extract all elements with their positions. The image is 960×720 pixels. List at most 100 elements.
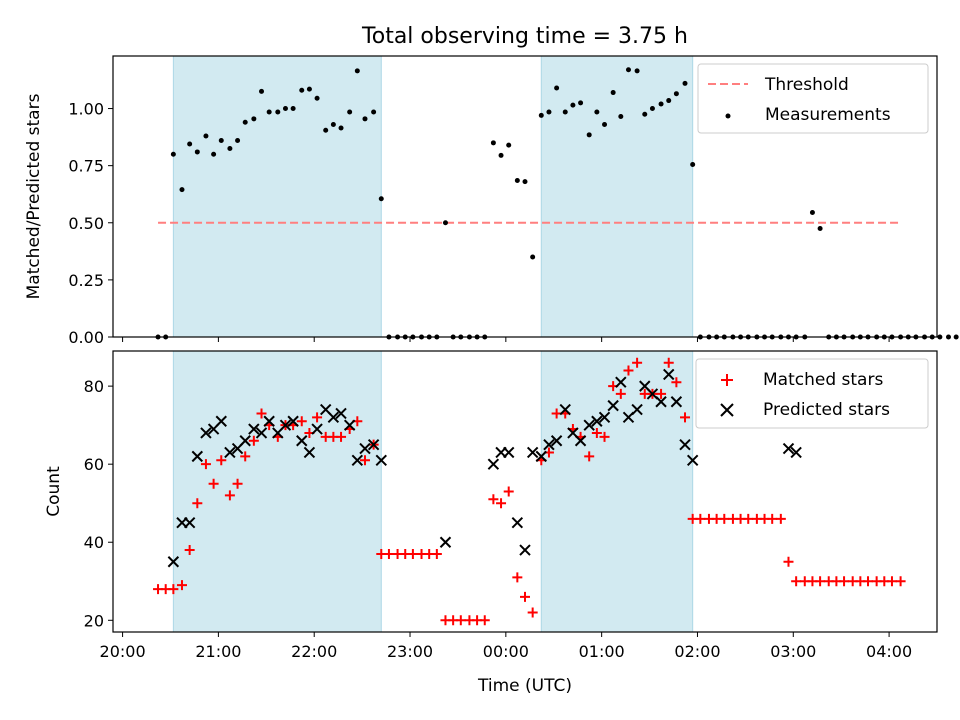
measurement-point [282,106,288,112]
bottom-x-ticks: 20:00 21:00 22:00 23:00 00:00 01:00 02:00 03:00… [100,632,912,661]
matched-star-point [296,416,307,427]
shaded-interval [540,350,694,633]
measurement-point [259,88,265,94]
measurement-point [690,162,696,168]
measurement-point [218,138,224,144]
predicted-star-point [375,454,387,466]
matched-star-point [671,377,682,388]
measurement-point [179,187,185,193]
matched-star-point [488,494,499,505]
predicted-star-point [303,446,316,459]
measurement-point [649,106,655,112]
measurement-point [610,90,616,96]
matched-star-point [527,607,538,618]
predicted-star-point [335,407,347,420]
predicted-star-point [663,368,675,381]
predicted-star-point [511,517,524,529]
matched-star-point [240,451,251,462]
measurement-point [371,109,377,115]
predicted-star-point [782,442,795,455]
matched-star-point [895,576,906,587]
matched-star-point [503,486,514,497]
predicted-stars-points [167,368,802,568]
predicted-star-point [550,435,563,447]
matched-star-point [623,365,634,376]
measurement-point [594,109,600,115]
measurement-point [953,334,959,340]
legend-predicted-swatch [720,403,734,417]
measurement-point [362,116,368,122]
top-shaded-regions [172,55,694,338]
matched-star-point [336,431,347,442]
measurement-point [170,151,176,157]
matched-star-point [863,576,874,587]
measurement-point [299,87,305,93]
legend-measurement-swatch [725,113,731,119]
predicted-star-point [543,438,555,451]
matched-star-point [591,427,602,438]
predicted-star-point [519,544,531,556]
matched-star-point [176,580,187,591]
top-y-ticks: 0.00 0.25 0.50 0.75 1.00 [68,100,113,347]
predicted-star-point [255,427,268,439]
measurement-point [562,109,568,115]
y-tick-label: 1.00 [68,100,104,119]
measurement-point [275,109,281,115]
matched-star-point [184,545,195,556]
top-axes-frame [112,55,938,338]
matched-star-point [680,412,691,423]
measurement-point [514,178,520,184]
measurement-point [354,68,360,74]
y-tick-label: 0.25 [68,271,104,290]
top-panel: 0.00 0.25 0.50 0.75 1.00 Matched/Predicted s… [24,55,959,347]
matched-star-point [791,576,802,587]
predicted-star-point [359,442,371,455]
bottom-legend: Matched stars Predicted stars [695,358,929,429]
measurement-point [211,151,217,157]
predicted-star-point [439,536,452,548]
predicted-star-point [686,454,699,466]
predicted-star-point [607,399,619,412]
measurement-point [290,106,296,112]
y-tick-label: 0.00 [68,328,104,347]
bottom-axes-frame [112,350,938,633]
measurement-point [937,334,943,340]
predicted-star-point [183,517,196,529]
y-tick-label: 0.75 [68,157,104,176]
x-tick-label: 04:00 [866,642,912,661]
predicted-star-point [296,435,308,447]
bottom-y-ticks: 20 40 60 80 [84,377,113,630]
measurement-point [809,209,815,215]
matched-star-point [431,548,442,559]
matched-star-point [479,615,490,626]
predicted-star-point [200,427,212,439]
predicted-star-point [535,450,547,463]
measurement-point [266,109,272,115]
predicted-star-point [239,435,251,447]
predicted-star-point [591,415,603,427]
matched-star-point [224,490,235,501]
measurement-point [330,122,336,128]
measurement-point [666,98,672,104]
top-legend: Threshold Measurements [697,63,929,134]
measurement-point [378,196,384,202]
measurement-point [578,100,584,106]
measurement-point [323,127,329,133]
top-y-axis-label: Matched/Predicted stars [24,93,44,299]
matched-star-point [775,513,786,524]
x-tick-label: 20:00 [100,642,146,661]
matched-star-point [232,478,243,489]
x-tick-label: 02:00 [674,642,720,661]
chart-title: Total observing time = 3.75 h [361,24,688,49]
predicted-star-point [559,403,571,416]
matched-star-point [663,357,674,368]
predicted-star-point [287,415,299,427]
y-tick-label: 0.50 [68,214,104,233]
measurement-point [522,179,528,185]
predicted-star-point [487,458,500,470]
predicted-star-point [367,438,380,451]
predicted-star-point [248,423,260,435]
matched-star-point [407,548,418,559]
predicted-star-point [311,423,323,435]
